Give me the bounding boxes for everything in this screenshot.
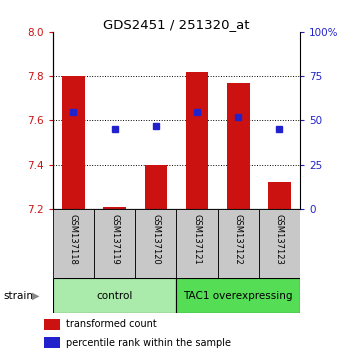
Bar (44, 337, 60, 348)
Text: GSM137123: GSM137123 (275, 215, 284, 265)
Bar (135, 209, 177, 278)
Bar (186, 72, 208, 209)
Bar (268, 182, 291, 209)
Bar (53, 278, 177, 313)
Title: GDS2451 / 251320_at: GDS2451 / 251320_at (103, 18, 250, 31)
Bar (177, 209, 218, 278)
Text: ▶: ▶ (32, 291, 40, 301)
Bar (103, 207, 126, 209)
Text: GSM137119: GSM137119 (110, 215, 119, 265)
Bar (259, 209, 300, 278)
Bar (227, 83, 250, 209)
Bar (94, 209, 135, 278)
Text: strain: strain (3, 291, 33, 301)
Text: control: control (97, 291, 133, 301)
Text: TAC1 overexpressing: TAC1 overexpressing (183, 291, 293, 301)
Text: percentile rank within the sample: percentile rank within the sample (65, 338, 231, 348)
Bar (62, 76, 85, 209)
Text: GSM137122: GSM137122 (234, 215, 243, 265)
Bar (145, 165, 167, 209)
Text: GSM137121: GSM137121 (193, 215, 202, 265)
Text: GSM137120: GSM137120 (151, 215, 160, 265)
Bar (44, 319, 60, 330)
Bar (218, 209, 259, 278)
Text: transformed count: transformed count (65, 319, 156, 329)
Bar (177, 278, 300, 313)
Text: GSM137118: GSM137118 (69, 215, 78, 265)
Bar (53, 209, 94, 278)
